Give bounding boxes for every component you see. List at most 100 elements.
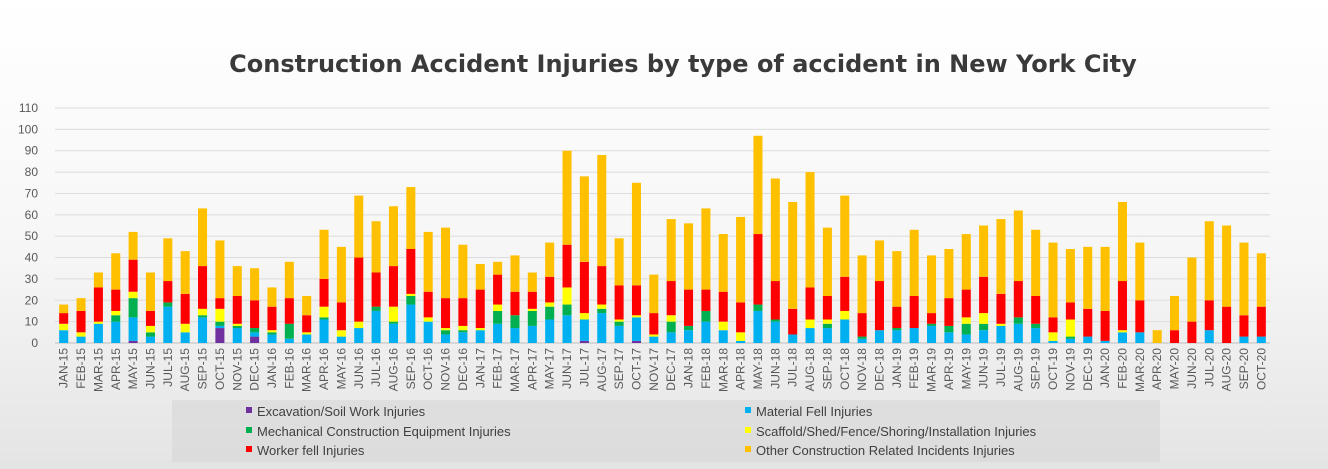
bar-segment (441, 330, 451, 335)
y-tick-label: 50 (25, 229, 39, 243)
bar-segment (753, 310, 763, 343)
x-tick-label: DEC-18 (872, 348, 886, 391)
bar-segment (631, 315, 641, 318)
bar-segment (597, 304, 607, 309)
bar-segment (319, 306, 329, 318)
bar-segment (770, 321, 780, 343)
x-tick-label: FEB-16 (282, 348, 296, 389)
bar-segment (666, 315, 676, 322)
bar-segment (996, 293, 1006, 324)
bar-segment (1170, 330, 1180, 343)
bar-segment (458, 330, 468, 333)
x-tick-label: AUG-20 (1220, 348, 1234, 392)
bar-segment (979, 313, 989, 324)
x-tick-label: APR-18 (734, 348, 748, 390)
bar-segment (822, 328, 832, 343)
x-tick-label: FEB-20 (1115, 348, 1129, 389)
bar-segment (927, 313, 937, 324)
x-tick-label: MAR-16 (300, 348, 314, 392)
bar-segment (805, 172, 815, 288)
bar-segment (354, 328, 364, 343)
bar-segment (163, 238, 173, 282)
bar-segment (996, 219, 1006, 294)
bar-segment (805, 319, 815, 329)
bar-segment (198, 317, 208, 343)
bar-segment (76, 336, 86, 343)
x-tick-label: FEB-17 (491, 348, 505, 389)
bar-segment (562, 315, 572, 343)
legend: Excavation/Soil Work Injuries Material Fe… (172, 400, 1160, 462)
bar-segment (423, 317, 433, 322)
y-tick-label: 30 (25, 272, 39, 286)
bar-segment (371, 306, 381, 311)
bar-segment (302, 334, 312, 343)
bar-segment (493, 274, 503, 305)
bar-segment (840, 195, 850, 277)
y-tick-label: 110 (19, 101, 38, 115)
bar-segment (371, 310, 381, 343)
x-tick-label: JUN-17 (560, 348, 574, 389)
bar-segment (458, 244, 468, 299)
x-tick-label: JAN-17 (473, 348, 487, 388)
bar-segment (770, 319, 780, 322)
bar-segment (770, 178, 780, 282)
bar-segment (1048, 332, 1058, 341)
bar-segment (597, 313, 607, 343)
bar-segment (441, 298, 451, 329)
x-tick-label: JUL-19 (994, 348, 1008, 387)
bar-segment (666, 332, 676, 343)
x-axis: JAN-15 FEB-15 MAR-15 APR-15 MAY-15 JUN-15 JUL-… (57, 348, 1269, 392)
x-tick-label: APR-17 (525, 348, 539, 390)
bar-segment (736, 216, 746, 303)
bar-segment (180, 293, 190, 324)
bar-segment (979, 276, 989, 314)
x-tick-label: SEP-15 (196, 348, 210, 390)
bar-segment (59, 304, 69, 314)
bar-segment (874, 330, 884, 343)
bar-segment (1048, 242, 1058, 318)
bar-segment (423, 231, 433, 292)
x-tick-label: JUL-20 (1202, 348, 1216, 387)
bar-segment (1065, 336, 1075, 339)
bar-segment (1239, 336, 1249, 343)
x-tick-label: SEP-16 (404, 348, 418, 390)
bar-segment (562, 244, 572, 288)
x-tick-label: MAR-17 (508, 348, 522, 392)
bar-segment (93, 287, 103, 322)
bar-segment (961, 234, 971, 290)
bar-segment (1031, 323, 1041, 329)
bar-segment (198, 308, 208, 316)
bar-segment (892, 330, 902, 343)
bar-segment (649, 334, 659, 337)
bar-segment (718, 321, 728, 331)
legend-swatch (246, 446, 252, 452)
bar-segment (406, 249, 416, 294)
legend-label: Mechanical Construction Equipment Injuri… (257, 424, 511, 439)
bar-segment (163, 306, 173, 343)
bar-segment (718, 330, 728, 343)
bar-segment (59, 313, 69, 324)
x-tick-label: AUG-19 (1011, 348, 1025, 392)
bar-segment (1204, 330, 1214, 343)
bar-segment (319, 319, 329, 343)
bar-segment (961, 334, 971, 343)
bar-segment (388, 206, 398, 267)
bar-segment (927, 255, 937, 314)
bar-segment (666, 219, 676, 282)
bar-segment (475, 289, 485, 329)
bar-segment (215, 328, 225, 343)
bar-segment (892, 328, 902, 331)
bar-segment (805, 328, 815, 343)
x-tick-label: OCT-19 (1046, 348, 1060, 390)
bar-segment (892, 306, 902, 329)
bar-segment (753, 234, 763, 305)
legend-swatch (745, 446, 751, 452)
bar-segment (1031, 328, 1041, 343)
bar-segment (145, 325, 155, 333)
legend-label: Material Fell Injuries (756, 404, 873, 419)
bar-segment (979, 330, 989, 343)
bar-segment (718, 291, 728, 322)
bar-segment (944, 325, 954, 333)
bar-segment (701, 310, 711, 322)
